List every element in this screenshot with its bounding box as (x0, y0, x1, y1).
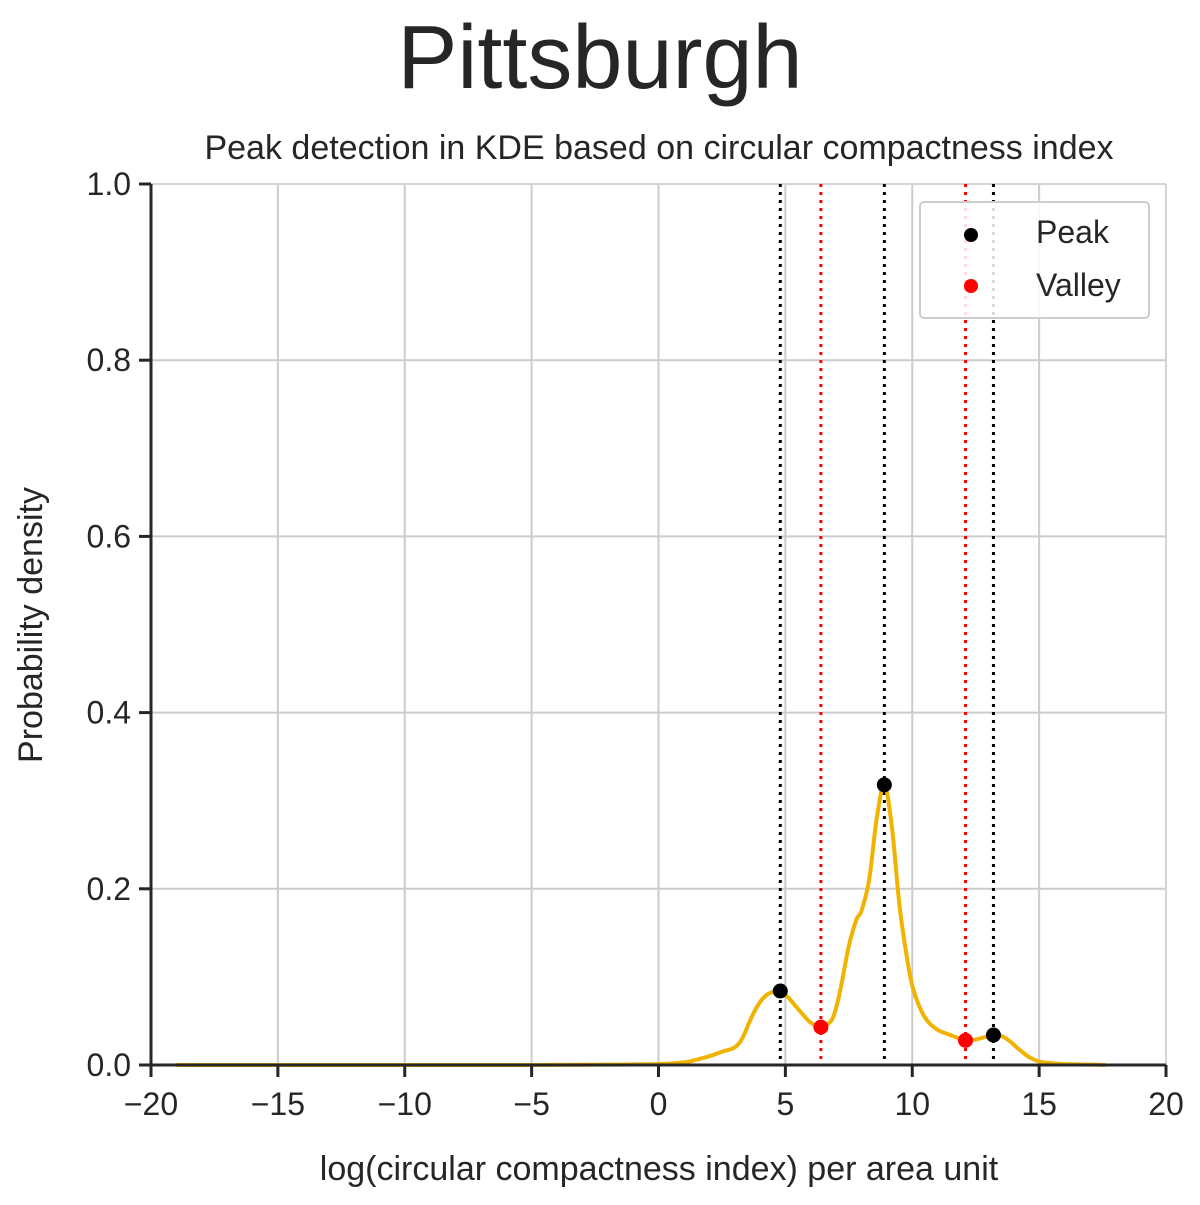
x-axis-label: log(circular compactness index) per area… (320, 1150, 999, 1188)
x-tick-label: 10 (894, 1086, 930, 1122)
legend: Peak Valley (919, 201, 1150, 319)
x-tick-label: −5 (513, 1086, 549, 1122)
legend-peak-label: Peak (1036, 214, 1110, 250)
y-tick-label: 0.6 (87, 518, 131, 554)
marker-vertical-lines (778, 184, 995, 1065)
x-tick-label: 0 (650, 1086, 668, 1122)
chart-suptitle: Pittsburgh (397, 8, 802, 108)
legend-valley-label: Valley (1036, 267, 1121, 303)
x-tick-label: −15 (251, 1086, 305, 1122)
y-tick-label: 0.4 (87, 695, 131, 731)
chart-title: Peak detection in KDE based on circular … (204, 129, 1113, 167)
peak-point (985, 1027, 1001, 1043)
extrema-points (772, 777, 1001, 1048)
x-tick-label: 15 (1021, 1086, 1057, 1122)
y-tick-label: 0.0 (87, 1047, 131, 1083)
x-tick-label: −20 (124, 1086, 178, 1122)
legend-peak-marker (964, 228, 978, 242)
y-tick-label: 1.0 (87, 166, 131, 202)
valley-point (958, 1032, 974, 1048)
y-axis-label: Probability density (12, 487, 50, 763)
y-tick-label: 0.2 (87, 871, 131, 907)
legend-valley-marker (964, 279, 978, 293)
peak-point (876, 777, 892, 793)
y-ticks: 0.0 0.2 0.4 0.6 0.8 1.0 (87, 166, 151, 1083)
x-tick-label: 5 (776, 1086, 794, 1122)
x-ticks: −20 −15 −10 −5 0 5 10 15 20 (124, 1065, 1184, 1122)
y-tick-label: 0.8 (87, 342, 131, 378)
x-tick-label: 20 (1148, 1086, 1184, 1122)
peak-point (772, 983, 788, 999)
valley-point (813, 1019, 829, 1035)
x-tick-label: −10 (378, 1086, 432, 1122)
